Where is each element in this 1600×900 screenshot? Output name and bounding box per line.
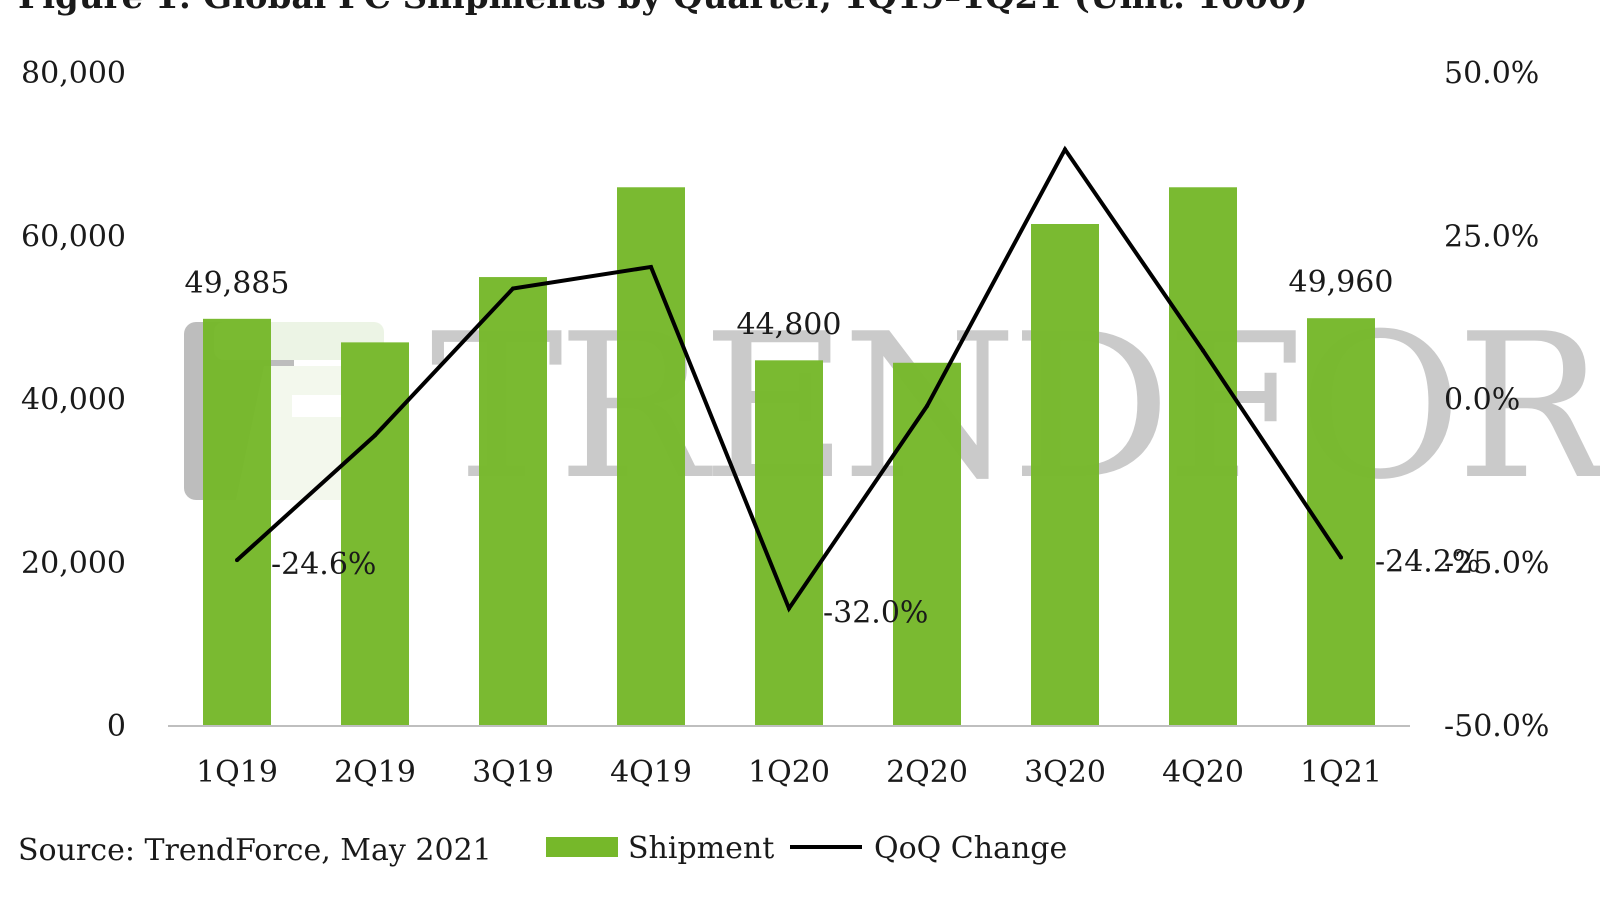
qoq-point-1Q21: [1339, 555, 1343, 560]
bar-3Q20: [1031, 224, 1099, 726]
qoq-point-3Q19: [511, 286, 515, 291]
qoq-point-2Q19: [373, 433, 377, 438]
watermark-text: TRENDFORCE: [430, 291, 1600, 524]
bar-3Q19: [479, 277, 547, 726]
bar-1Q20: [755, 360, 823, 726]
legend-label-qoq: QoQ Change: [874, 831, 1067, 866]
axes: 0 20,000 40,000 60,000 80,000 -50.0% -25.0% 0.0…: [21, 56, 1549, 790]
y-right-tick-label: 50.0%: [1444, 56, 1539, 91]
qoq-point-3Q20: [1063, 147, 1067, 152]
line-data-label: -32.0%: [823, 595, 928, 630]
y-left-tick-label: 20,000: [21, 546, 126, 581]
x-tick-label: 2Q19: [334, 755, 416, 790]
line-data-label: -24.2%: [1375, 545, 1480, 580]
qoq-point-1Q19: [235, 558, 239, 563]
x-tick-label: 1Q21: [1300, 755, 1382, 790]
bar-2Q19: [341, 342, 409, 726]
bar-data-label: 44,800: [737, 307, 842, 342]
legend: Shipment QoQ Change: [546, 831, 1067, 866]
x-tick-label: 2Q20: [886, 755, 968, 790]
y-right-tick-label: -25.0%: [1444, 546, 1549, 581]
data-labels: 49,885 44,800 49,960 -24.6% -32.0% -24.2%: [185, 265, 1481, 630]
bar-data-label: 49,960: [1289, 265, 1394, 300]
source-note: Source: TrendForce, May 2021: [18, 833, 492, 868]
x-tick-label: 1Q20: [748, 755, 830, 790]
x-tick-label: 3Q19: [472, 755, 554, 790]
x-tick-label: 3Q20: [1024, 755, 1106, 790]
y-right-tick-label: 0.0%: [1444, 383, 1520, 418]
x-tick-label: 4Q20: [1162, 755, 1244, 790]
qoq-point-4Q20: [1201, 348, 1205, 353]
legend-swatch-shipment: [546, 837, 618, 857]
y-left-tick-label: 60,000: [21, 219, 126, 254]
bar-4Q19: [617, 187, 685, 726]
bar-1Q19: [203, 318, 271, 726]
bar-4Q20: [1169, 187, 1237, 726]
bar-2Q20: [893, 362, 961, 726]
y-left-tick-label: 40,000: [21, 383, 126, 418]
chart-title: Figure 1: Global PC Shipments by Quarter…: [18, 0, 1308, 17]
y-right-tick-label: -50.0%: [1444, 709, 1549, 744]
line-series: [235, 145, 1343, 613]
y-left-tick-label: 0: [107, 709, 126, 744]
y-left-tick-label: 80,000: [21, 56, 126, 91]
qoq-point-1Q20: [787, 606, 791, 611]
line-data-label: -24.6%: [271, 547, 376, 582]
qoq-point-4Q19: [649, 264, 653, 269]
legend-label-shipment: Shipment: [628, 831, 774, 866]
bar-series: [203, 187, 1375, 726]
y-right-tick-label: 25.0%: [1444, 219, 1539, 254]
qoq-point-2Q20: [925, 404, 929, 409]
x-tick-label: 4Q19: [610, 755, 692, 790]
x-tick-label: 1Q19: [196, 755, 278, 790]
bar-data-label: 49,885: [185, 266, 290, 301]
